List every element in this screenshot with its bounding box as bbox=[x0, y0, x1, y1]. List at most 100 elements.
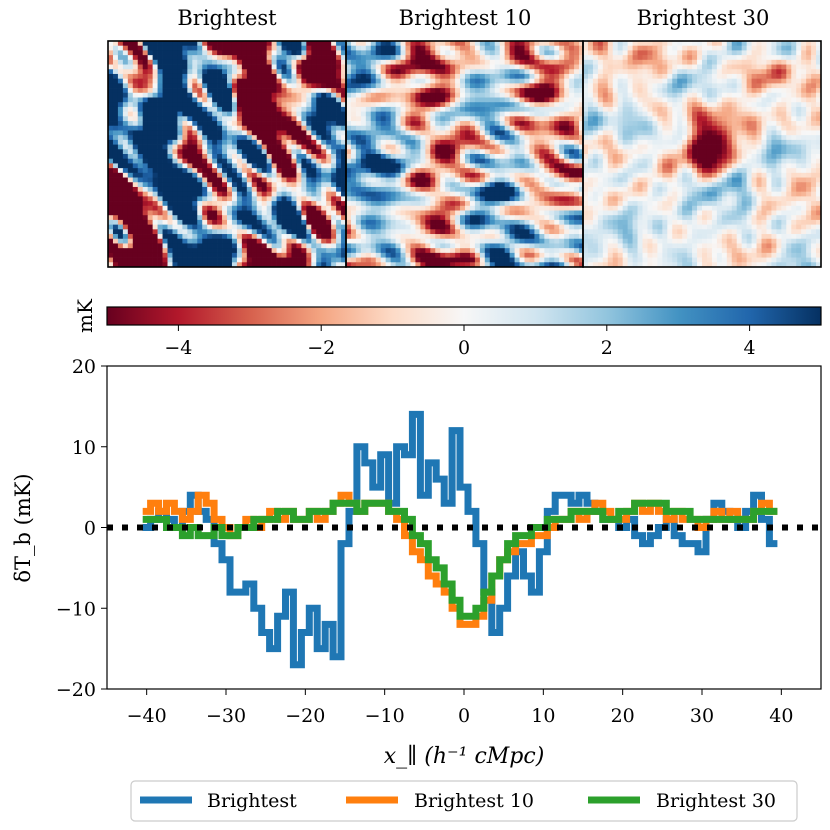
pixel-cell bbox=[261, 69, 268, 75]
pixel-cell bbox=[360, 116, 367, 122]
pixel-cell bbox=[152, 215, 158, 221]
pixel-cell bbox=[385, 121, 391, 127]
pixel-cell bbox=[172, 262, 178, 268]
pixel-cell bbox=[147, 111, 153, 117]
pixel-cell bbox=[539, 205, 545, 211]
pixel-cell bbox=[197, 149, 203, 155]
pixel-cell bbox=[400, 168, 406, 174]
pixel-cell bbox=[489, 248, 496, 254]
pixel-cell bbox=[217, 69, 223, 75]
pixel-cell bbox=[108, 41, 114, 47]
pixel-cell bbox=[360, 125, 367, 131]
pixel-cell bbox=[460, 205, 466, 211]
pixel-cell bbox=[336, 50, 342, 56]
pixel-cell bbox=[291, 149, 297, 155]
pixel-cell bbox=[489, 182, 496, 188]
pixel-cell bbox=[132, 45, 139, 51]
pixel-cell bbox=[564, 59, 570, 65]
pixel-cell bbox=[147, 78, 153, 84]
pixel-cell bbox=[564, 248, 570, 254]
pixel-cell bbox=[524, 73, 530, 80]
pixel-cell bbox=[147, 182, 153, 188]
pixel-cell bbox=[256, 177, 263, 183]
pixel-cell bbox=[246, 139, 253, 145]
pixel-cell bbox=[162, 97, 168, 103]
pixel-cell bbox=[370, 125, 377, 131]
pixel-cell bbox=[385, 78, 391, 84]
pixel-cell bbox=[395, 234, 401, 240]
pixel-cell bbox=[534, 41, 540, 47]
pixel-cell bbox=[524, 144, 530, 150]
pixel-cell bbox=[117, 234, 124, 240]
pixel-cell bbox=[716, 69, 723, 75]
pixel-cell bbox=[281, 130, 287, 136]
pixel-cell bbox=[276, 224, 282, 230]
pixel-cell bbox=[509, 73, 515, 80]
pixel-cell bbox=[445, 121, 451, 127]
pixel-cell bbox=[177, 177, 183, 183]
pixel-cell bbox=[236, 219, 243, 225]
pixel-cell bbox=[539, 224, 545, 230]
pixel-cell bbox=[127, 125, 134, 131]
pixel-cell bbox=[321, 59, 327, 65]
pixel-cell bbox=[554, 182, 560, 188]
pixel-cell bbox=[726, 50, 733, 56]
pixel-cell bbox=[122, 186, 129, 193]
pixel-cell bbox=[355, 144, 362, 150]
pixel-cell bbox=[569, 69, 575, 75]
pixel-cell bbox=[306, 144, 312, 150]
pixel-cell bbox=[410, 186, 416, 193]
pixel-cell bbox=[197, 234, 203, 240]
pixel-cell bbox=[207, 158, 213, 164]
pixel-cell bbox=[326, 168, 332, 174]
pixel-cell bbox=[341, 144, 347, 150]
pixel-cell bbox=[460, 121, 466, 127]
pixel-cell bbox=[336, 219, 342, 225]
pixel-cell bbox=[112, 172, 119, 178]
pixel-cell bbox=[796, 45, 802, 51]
pixel-cell bbox=[231, 59, 238, 65]
pixel-cell bbox=[554, 59, 560, 65]
pixel-cell bbox=[127, 69, 134, 75]
pixel-cell bbox=[212, 135, 218, 141]
pixel-cell bbox=[311, 163, 317, 169]
pixel-cell bbox=[222, 64, 228, 70]
pixel-cell bbox=[306, 238, 312, 244]
pixel-cell bbox=[385, 125, 391, 131]
pixel-cell bbox=[395, 186, 401, 193]
pixel-cell bbox=[400, 252, 406, 258]
pixel-cell bbox=[276, 229, 282, 235]
pixel-cell bbox=[529, 41, 535, 47]
pixel-cell bbox=[559, 172, 565, 178]
pixel-cell bbox=[177, 64, 183, 70]
pixel-cell bbox=[360, 163, 367, 169]
pixel-cell bbox=[534, 238, 540, 244]
pixel-cell bbox=[167, 144, 173, 150]
pixel-cell bbox=[336, 224, 342, 230]
pixel-cell bbox=[227, 116, 233, 122]
pixel-cell bbox=[172, 234, 178, 240]
pixel-cell bbox=[529, 106, 535, 112]
pixel-cell bbox=[469, 205, 476, 211]
pixel-cell bbox=[212, 186, 218, 193]
pixel-cell bbox=[549, 139, 555, 145]
pixel-cell bbox=[569, 219, 575, 225]
pixel-cell bbox=[435, 168, 441, 174]
pixel-cell bbox=[127, 78, 134, 84]
pixel-cell bbox=[152, 73, 158, 80]
pixel-cell bbox=[246, 219, 253, 225]
pixel-cell bbox=[529, 92, 535, 98]
pixel-cell bbox=[380, 229, 387, 235]
pixel-cell bbox=[326, 144, 332, 150]
pixel-cell bbox=[296, 158, 302, 164]
pixel-cell bbox=[326, 59, 332, 65]
pixel-cell bbox=[415, 149, 421, 155]
pixel-cell bbox=[529, 116, 535, 122]
pixel-cell bbox=[241, 149, 248, 155]
pixel-cell bbox=[266, 102, 272, 108]
pixel-cell bbox=[430, 210, 436, 216]
pixel-cell bbox=[306, 97, 312, 103]
pixel-cell bbox=[261, 257, 268, 263]
pixel-cell bbox=[509, 125, 515, 131]
pixel-cell bbox=[569, 229, 575, 235]
